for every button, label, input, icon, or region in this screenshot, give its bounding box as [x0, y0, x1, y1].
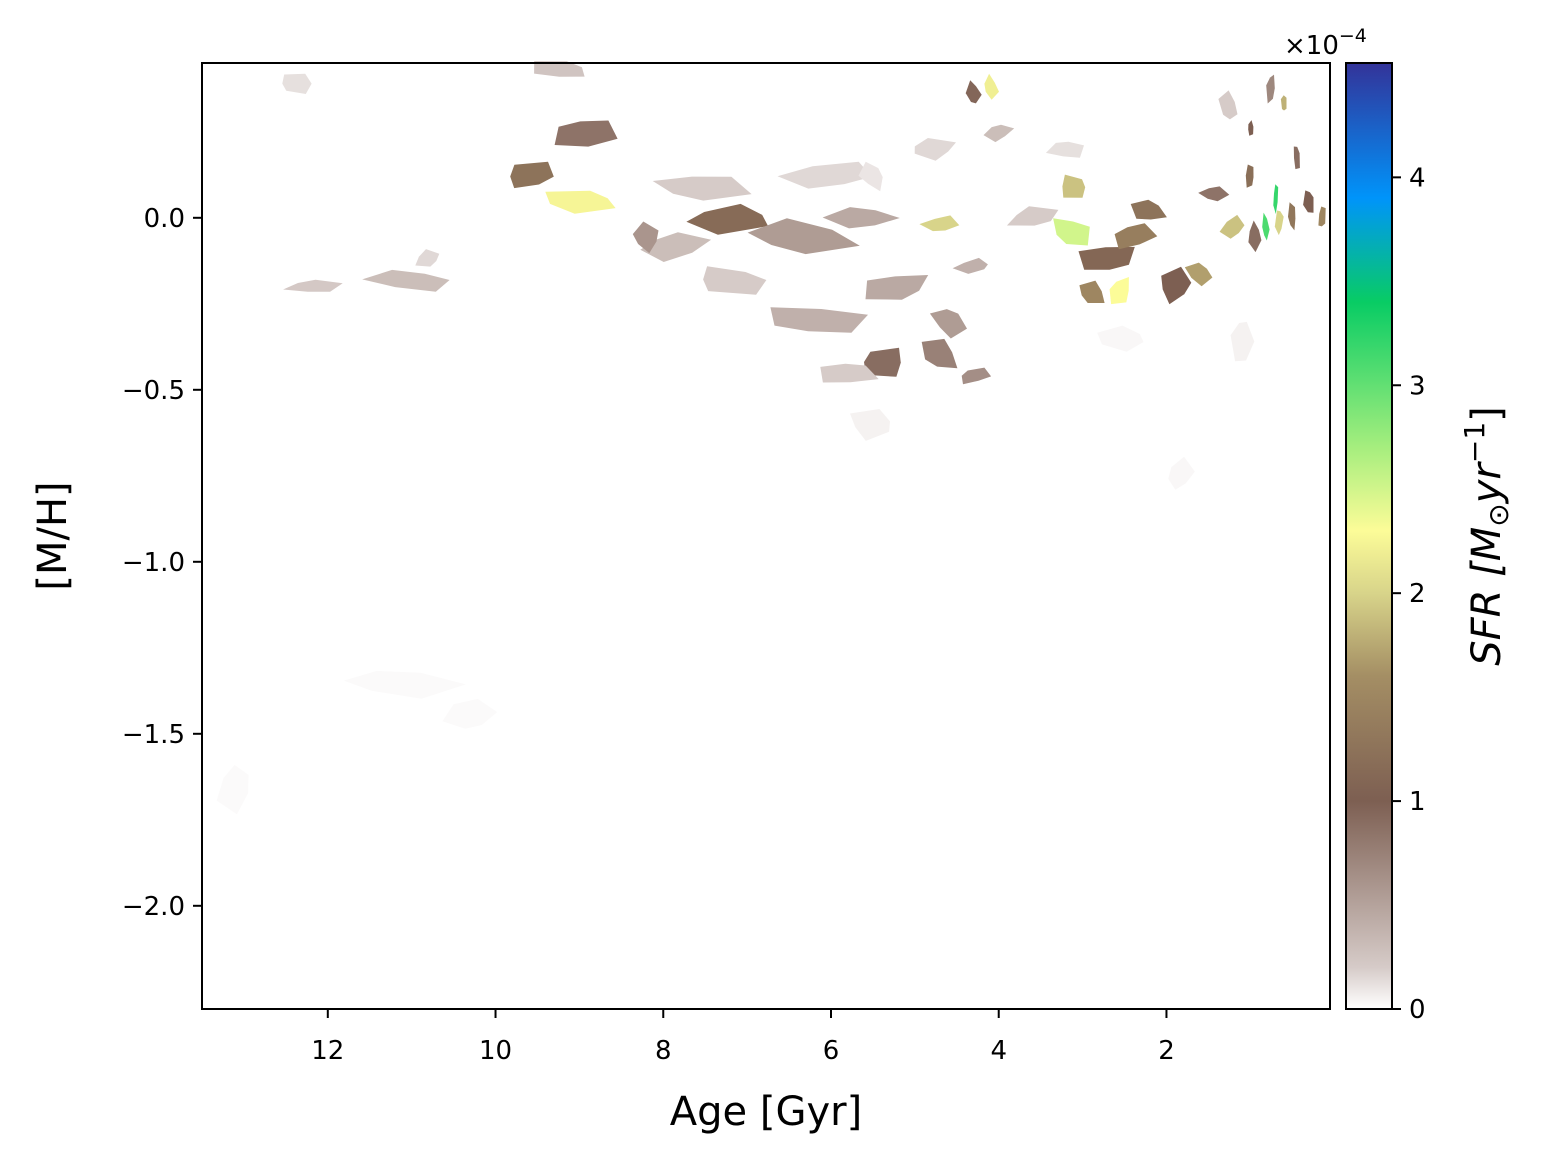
y-axis-ticks: 0.0 −0.5 −1.0 −1.5 −2.0 — [122, 204, 202, 922]
heatmap-cell — [1045, 141, 1084, 158]
heatmap-cell — [652, 176, 752, 201]
heatmap-cell — [545, 190, 616, 214]
colorbar-offset-exp: −4 — [1339, 25, 1367, 47]
x-tick-label: 12 — [311, 1036, 344, 1066]
heatmap-cell — [415, 249, 440, 267]
colorbar — [1345, 62, 1393, 1010]
heatmap-cell — [929, 309, 967, 339]
heatmap-cell — [961, 367, 992, 385]
heatmap-cell — [952, 257, 988, 274]
heatmap-cell — [747, 218, 860, 255]
heatmap-cell — [770, 307, 868, 333]
heatmap-cell — [1248, 120, 1254, 136]
x-tick-label: 2 — [1158, 1036, 1175, 1066]
colorbar-label-close: ] — [1464, 406, 1510, 422]
heatmap-cell — [1280, 95, 1287, 111]
heatmap-cell — [865, 275, 929, 300]
colorbar-label: SFR [M⊙yr−1] — [1458, 406, 1515, 666]
colorbar-label-main: SFR [M — [1464, 527, 1510, 666]
heatmap-cell — [1303, 190, 1314, 213]
heatmap-cell — [1078, 246, 1135, 270]
x-tick-label: 4 — [990, 1036, 1007, 1066]
y-tick-label: −1.0 — [122, 548, 185, 578]
y-tick-label: 0.0 — [144, 204, 185, 234]
y-tick-label: −1.5 — [122, 720, 185, 750]
colorbar-label-sub: ⊙ — [1482, 503, 1515, 526]
heatmap-cell — [442, 698, 498, 729]
heatmap-cell — [1218, 90, 1238, 120]
heatmap-cell — [343, 670, 466, 699]
heatmap-cell — [1219, 214, 1245, 239]
colorbar-ticks: 0 1 2 3 4 — [1392, 163, 1426, 1025]
heatmap-cell — [283, 279, 343, 292]
colorbar-tick-label: 3 — [1409, 371, 1426, 401]
x-tick-label: 6 — [823, 1036, 840, 1066]
heatmap-cell — [640, 232, 712, 262]
colorbar-offset: ×10−4 — [1284, 25, 1367, 61]
colorbar-tick-label: 1 — [1409, 787, 1426, 817]
heatmap-cell — [1062, 174, 1086, 198]
heatmap-cell — [1130, 199, 1167, 220]
heatmap-cell — [820, 363, 879, 383]
heatmap-cell — [1262, 212, 1270, 241]
heatmap-cell — [1318, 206, 1326, 227]
heatmap-cell — [858, 161, 883, 192]
heatmap-cell — [1245, 164, 1254, 188]
plot-frame — [201, 62, 1331, 1010]
heatmap-cell — [850, 409, 890, 441]
heatmap-cell — [1198, 186, 1230, 202]
x-tick-label: 8 — [655, 1036, 672, 1066]
colorbar-tick-label: 0 — [1409, 995, 1426, 1025]
heatmap-cell — [686, 203, 769, 235]
heatmap-cell — [554, 120, 618, 147]
heatmap-cell — [1273, 184, 1279, 214]
y-tick-label: −2.0 — [122, 892, 185, 922]
heatmap-cell — [1161, 266, 1192, 305]
heatmap-cells — [216, 61, 1326, 815]
heatmap-cell — [510, 161, 554, 189]
colorbar-label-sup: −1 — [1458, 422, 1491, 463]
heatmap-cell — [919, 215, 960, 232]
x-axis-ticks: 12 10 8 6 4 2 — [311, 1009, 1175, 1066]
heatmap-cell — [1053, 218, 1090, 246]
heatmap-cell — [216, 765, 249, 815]
heatmap-cell — [632, 221, 659, 254]
heatmap-cell — [983, 124, 1015, 143]
heatmap-cell — [1293, 146, 1300, 170]
y-axis-label: [M/H] — [30, 481, 76, 590]
heatmap-cell — [1266, 74, 1275, 104]
heatmap-cell — [1184, 262, 1213, 287]
heatmap-cell — [864, 347, 901, 377]
heatmap-cell — [984, 73, 999, 100]
heatmap-cell — [1288, 202, 1296, 231]
heatmap-cell — [534, 61, 585, 77]
colorbar-tick-label: 2 — [1409, 579, 1426, 609]
heatmap-cell — [1109, 277, 1129, 305]
heatmap-cell — [777, 161, 872, 189]
colorbar-tick-label: 4 — [1409, 163, 1426, 193]
heatmap-cell — [1274, 210, 1284, 236]
heatmap-cell — [1248, 220, 1262, 253]
heatmap-cell — [914, 138, 956, 161]
heatmap-cell — [822, 207, 900, 229]
heatmap-cell — [1168, 456, 1195, 490]
heatmap-cell — [965, 80, 982, 104]
heatmap-cell — [1079, 280, 1105, 303]
heatmap-cell — [1230, 321, 1255, 362]
x-axis-label: Age [Gyr] — [670, 1089, 862, 1135]
y-tick-label: −0.5 — [122, 376, 185, 406]
heatmap-cell — [362, 269, 450, 292]
heatmap-cell — [1097, 325, 1144, 352]
heatmap-cell — [703, 266, 767, 295]
heatmap-cell — [921, 338, 958, 369]
heatmap-cell — [1114, 223, 1158, 250]
heatmap-cell — [282, 73, 312, 94]
colorbar-label-rest: yr — [1464, 461, 1510, 505]
colorbar-offset-base: ×10 — [1284, 31, 1339, 61]
x-tick-label: 10 — [479, 1036, 512, 1066]
heatmap-cell — [1006, 206, 1059, 226]
